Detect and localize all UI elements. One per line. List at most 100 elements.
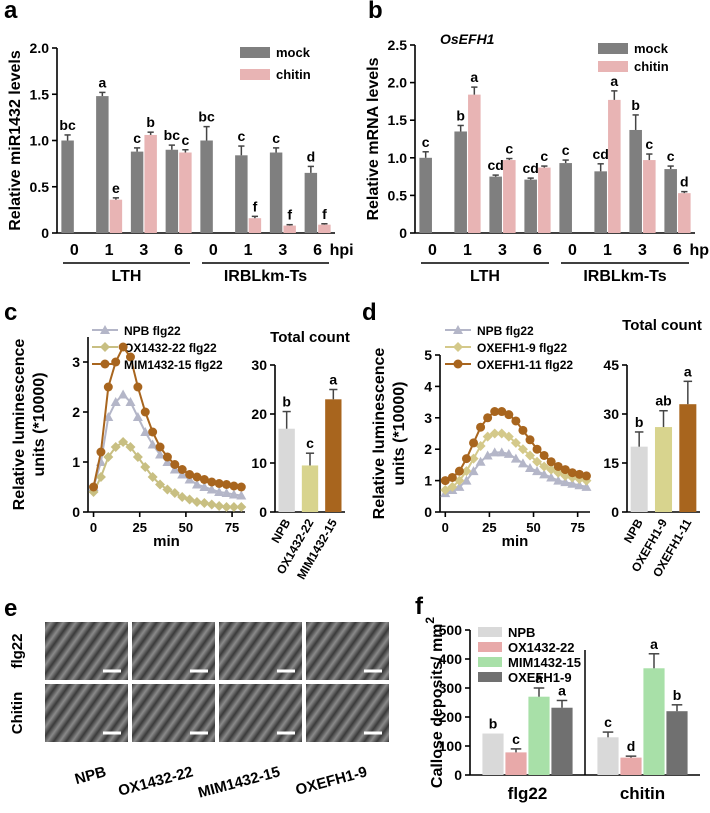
significance-label: d [627, 738, 636, 754]
bar [643, 668, 664, 775]
bar [528, 697, 549, 775]
significance-label: f [253, 198, 258, 214]
x-tick-label: 6 [174, 242, 183, 259]
marker [526, 435, 535, 444]
y-tick-label: 30 [251, 357, 267, 373]
significance-label: f [322, 206, 327, 222]
marker [504, 410, 513, 419]
marker [469, 438, 478, 447]
bar [489, 177, 502, 233]
marker [540, 451, 549, 460]
x-tick-label: 0 [568, 242, 577, 259]
y-tick-label: 0 [399, 225, 407, 241]
y-axis-label-superscript: 2 [423, 617, 437, 624]
significance-label: d [307, 148, 316, 164]
marker [518, 458, 528, 467]
y-tick-label: 20 [251, 406, 267, 422]
y-tick-label: 0 [41, 225, 49, 241]
significance-label: b [456, 107, 465, 123]
bar [551, 708, 572, 775]
x-tick-label: 75 [570, 520, 584, 535]
x-tick-label: 0 [209, 242, 218, 259]
y-tick-label: 1.0 [30, 133, 50, 149]
significance-label: c [645, 136, 653, 152]
marker [156, 443, 165, 452]
x-axis-label: hpi [690, 242, 710, 259]
marker [448, 473, 457, 482]
legend-label: chitin [634, 59, 669, 74]
y-tick-label: 3 [72, 354, 80, 370]
bar [325, 399, 341, 512]
legend-label: NPB [508, 625, 535, 640]
bar [283, 226, 295, 233]
legend-label: MIM1432-15 [508, 655, 581, 670]
column-label: OXEFH1-9 [294, 763, 369, 798]
y-tick-label: 1.5 [30, 86, 50, 102]
group-label: LTH [112, 268, 142, 285]
marker [511, 416, 520, 425]
significance-label: bc [198, 109, 215, 125]
significance-label: c [306, 435, 314, 451]
bar [235, 155, 247, 233]
marker [518, 426, 527, 435]
legend-label: OXEFH1-11 flg22 [477, 358, 573, 372]
significance-label: c [604, 714, 612, 730]
legend-swatch [478, 672, 502, 682]
significance-label: ab [655, 393, 671, 409]
x-tick-label: flg22 [508, 784, 548, 803]
row-label: flg22 [9, 633, 26, 668]
chart-title: OsEFH1 [440, 31, 495, 47]
x-axis-label: min [153, 533, 180, 550]
marker [133, 383, 142, 392]
x-tick-label: 25 [482, 520, 496, 535]
legend-marker [453, 342, 463, 352]
y-axis-label-text: Relative miR1432 levels [7, 50, 24, 231]
significance-label: a [329, 372, 337, 388]
y-axis-label: Relative miR1432 levels [7, 50, 24, 231]
x-tick-label: 6 [533, 242, 542, 259]
legend-label: OXEFH1-9 [508, 670, 572, 685]
bar [594, 171, 607, 233]
group-label: LTH [470, 268, 500, 285]
bar [302, 465, 318, 512]
y-tick-label: 30 [603, 406, 619, 422]
marker [141, 408, 150, 417]
legend-swatch [478, 642, 502, 652]
y-axis-label-text: Callose deposits/ mm [429, 624, 446, 789]
y-tick-label: 0 [611, 504, 619, 520]
bar [200, 141, 212, 234]
x-tick-label: 6 [673, 242, 682, 259]
y-axis-label: Callose deposits/ mm2 [423, 617, 446, 789]
marker [582, 471, 591, 480]
y-tick-label: 1.0 [388, 150, 408, 166]
x-tick-label: 1 [105, 242, 114, 259]
x-tick-label: 1 [603, 242, 612, 259]
legend-label: OXEFH1-9 flg22 [477, 341, 567, 355]
row-label: Chitin [9, 692, 26, 735]
x-tick-label: chitin [620, 784, 665, 803]
marker [118, 390, 128, 399]
y-tick-label: 10 [251, 455, 267, 471]
x-tick-label: 1 [244, 242, 253, 259]
marker [96, 448, 105, 457]
significance-label: c [237, 128, 245, 144]
y-tick-label: 3 [424, 410, 432, 426]
marker [207, 500, 217, 510]
marker [511, 454, 521, 463]
x-tick-label: 75 [225, 520, 239, 535]
x-tick-label: 1 [463, 242, 472, 259]
group-label: IRBLkm-Ts [583, 268, 666, 285]
significance-label: b [635, 414, 644, 430]
bar [678, 193, 691, 233]
significance-label: d [680, 174, 689, 190]
bar [419, 158, 432, 233]
y-axis-label: Relative luminescence [371, 348, 388, 520]
y-tick-label: 5 [424, 347, 432, 363]
x-tick-label: 0 [428, 242, 437, 259]
column-label: MIM1432-15 [196, 763, 282, 801]
y-axis-label: Relative mRNA levels [365, 57, 382, 220]
x-tick-label: 0 [442, 520, 449, 535]
bar [270, 153, 282, 233]
marker [483, 413, 492, 422]
